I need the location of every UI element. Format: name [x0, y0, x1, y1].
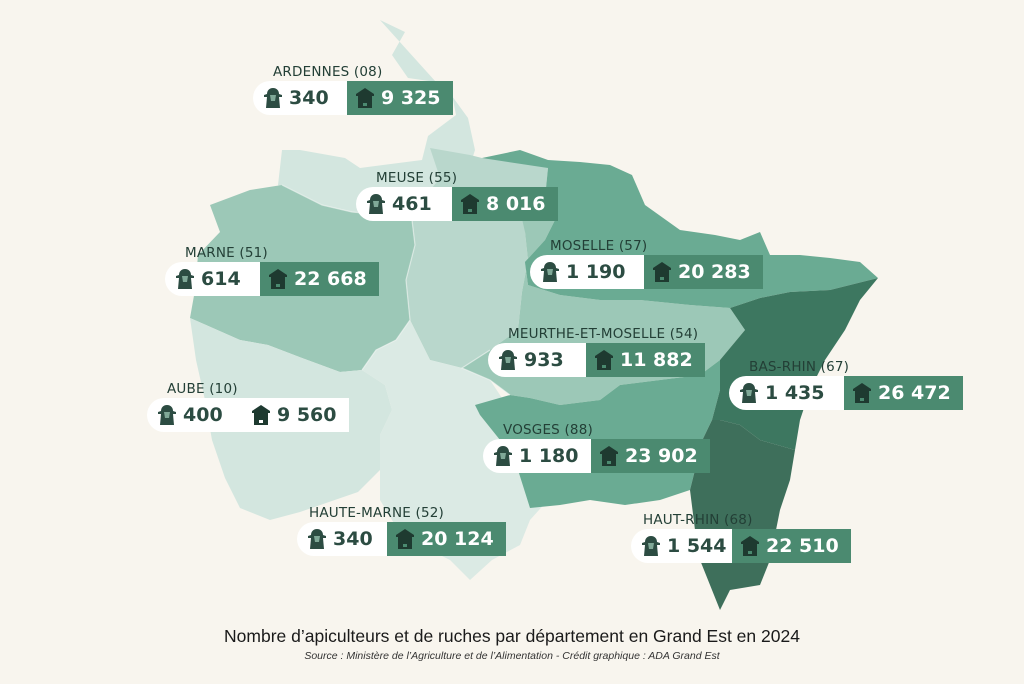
hive-box: 22 668 — [260, 262, 379, 296]
dept-name: HAUTE-MARNE (52) — [309, 505, 445, 521]
beekeeper-count: 1 435 — [765, 382, 825, 404]
beehive-icon — [461, 194, 479, 214]
dept-name: HAUT-RHIN (68) — [643, 512, 753, 528]
beehive-icon — [741, 536, 759, 556]
beekeeper-veil-icon — [494, 446, 512, 466]
beekeeper-count: 461 — [392, 193, 432, 215]
hive-box: 9 325 — [347, 81, 453, 115]
beehive-icon — [356, 88, 374, 108]
beehive-icon — [653, 262, 671, 282]
beehive-icon — [252, 405, 270, 425]
beekeeper-veil-icon — [176, 269, 194, 289]
beekeeper-count: 933 — [524, 349, 564, 371]
beekeeper-count: 1 180 — [519, 445, 579, 467]
dept-name: ARDENNES (08) — [273, 64, 383, 80]
beekeeper-veil-icon — [499, 350, 517, 370]
hive-count: 9 325 — [381, 87, 441, 109]
beekeeper-count: 340 — [289, 87, 329, 109]
hive-box: 9 560 — [243, 398, 349, 432]
hive-box: 26 472 — [844, 376, 963, 410]
hive-box: 20 124 — [387, 522, 506, 556]
hive-count: 22 668 — [294, 268, 367, 290]
beekeeper-count: 340 — [333, 528, 373, 550]
beekeeper-veil-icon — [264, 88, 282, 108]
dept-name: VOSGES (88) — [503, 422, 593, 438]
dept-name: MARNE (51) — [185, 245, 268, 261]
hive-count: 8 016 — [486, 193, 546, 215]
beekeeper-count: 400 — [183, 404, 223, 426]
beehive-icon — [396, 529, 414, 549]
beekeeper-veil-icon — [367, 194, 385, 214]
source-credit: Source : Ministère de l’Agriculture et d… — [304, 650, 720, 662]
beekeeper-pill: 1 435 — [729, 376, 865, 410]
hive-box: 11 882 — [586, 343, 705, 377]
region-haute-marne — [362, 320, 548, 580]
hive-box: 8 016 — [452, 187, 558, 221]
hive-box: 20 283 — [644, 255, 763, 289]
dept-name: MEURTHE-ET-MOSELLE (54) — [508, 326, 699, 342]
hive-box: 23 902 — [591, 439, 710, 473]
beekeeper-count: 1 544 — [667, 535, 727, 557]
hive-count: 11 882 — [620, 349, 693, 371]
hive-count: 26 472 — [878, 382, 951, 404]
beekeeper-veil-icon — [541, 262, 559, 282]
beekeeper-veil-icon — [158, 405, 176, 425]
beekeeper-count: 1 190 — [566, 261, 626, 283]
hive-count: 20 283 — [678, 261, 751, 283]
beehive-icon — [600, 446, 618, 466]
hive-count: 23 902 — [625, 445, 698, 467]
beekeeper-veil-icon — [642, 536, 660, 556]
beekeeper-veil-icon — [740, 383, 758, 403]
dept-name: AUBE (10) — [167, 381, 238, 397]
beehive-icon — [595, 350, 613, 370]
map-caption: Nombre d’apiculteurs et de ruches par dé… — [224, 626, 800, 646]
hive-box: 22 510 — [732, 529, 851, 563]
beekeeper-count: 614 — [201, 268, 241, 290]
beekeeper-veil-icon — [308, 529, 326, 549]
dept-name: MEUSE (55) — [376, 170, 458, 186]
dept-name: BAS-RHIN (67) — [749, 359, 850, 375]
beehive-icon — [269, 269, 287, 289]
hive-count: 9 560 — [277, 404, 337, 426]
beekeeper-pill: 1 190 — [530, 255, 666, 289]
beehive-icon — [853, 383, 871, 403]
hive-count: 20 124 — [421, 528, 494, 550]
region-ardennes — [278, 20, 475, 220]
dept-name: MOSELLE (57) — [550, 238, 648, 254]
hive-count: 22 510 — [766, 535, 839, 557]
